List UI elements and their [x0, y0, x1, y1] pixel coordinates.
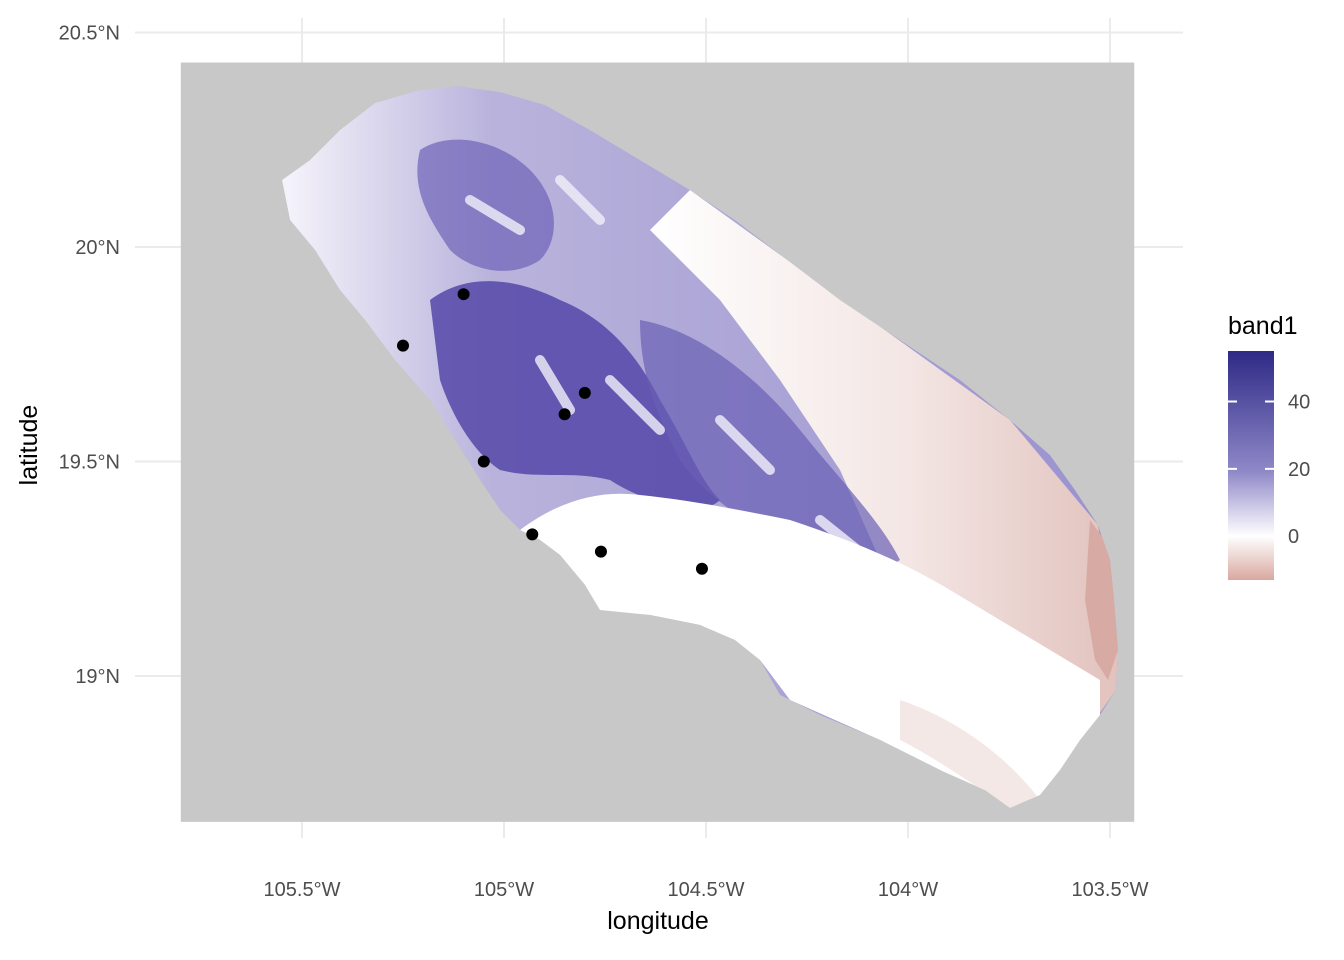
- sample-point: [397, 339, 409, 352]
- x-tick-label: 105.5°W: [264, 879, 341, 901]
- raster-light-streak: [715, 415, 775, 475]
- raster-mid-high: [640, 320, 900, 569]
- sample-point: [526, 528, 539, 541]
- legend-title: band1: [1228, 312, 1298, 340]
- legend-ticks: 40 20 0: [1228, 392, 1310, 548]
- x-axis-title: longitude: [607, 907, 708, 935]
- legend-tick-label: 20: [1288, 459, 1310, 481]
- raster-light-streak: [535, 355, 575, 415]
- y-tick-label: 20°N: [75, 237, 120, 259]
- y-tick-label: 19°N: [75, 666, 120, 688]
- raster-south-tip: [900, 700, 1040, 808]
- sample-point: [594, 545, 607, 558]
- sample-points: [397, 288, 708, 575]
- raster-core-high: [430, 281, 720, 509]
- raster-light-streak: [555, 175, 605, 225]
- y-tick-label: 20.5°N: [59, 23, 120, 45]
- sample-point: [695, 562, 708, 575]
- raster-light-streak: [605, 375, 665, 435]
- legend-colorbar: [1228, 351, 1274, 580]
- x-axis-ticks: 105.5°W 105°W 104.5°W 104°W 103.5°W: [264, 879, 1149, 901]
- raster-white-shelf: [520, 493, 1100, 800]
- colorbar-legend: band1 40 20 0: [1228, 312, 1310, 580]
- y-axis-title: latitude: [15, 405, 43, 486]
- y-axis-ticks: 19°N 19.5°N 20°N 20.5°N: [59, 23, 120, 689]
- sample-point: [457, 288, 470, 301]
- x-tick-label: 105°W: [474, 879, 534, 901]
- sample-point: [477, 455, 490, 468]
- x-tick-label: 104.5°W: [668, 879, 745, 901]
- x-tick-label: 103.5°W: [1072, 879, 1149, 901]
- raster-light-streak: [465, 195, 525, 235]
- legend-tick-label: 40: [1288, 392, 1310, 414]
- sample-point: [578, 386, 591, 399]
- sample-point: [558, 408, 571, 421]
- x-tick-label: 104°W: [878, 879, 938, 901]
- raster-negative-strip: [1085, 520, 1118, 680]
- y-tick-label: 19.5°N: [59, 452, 120, 474]
- raster-region: [282, 86, 1118, 808]
- legend-tick-label: 0: [1288, 526, 1299, 548]
